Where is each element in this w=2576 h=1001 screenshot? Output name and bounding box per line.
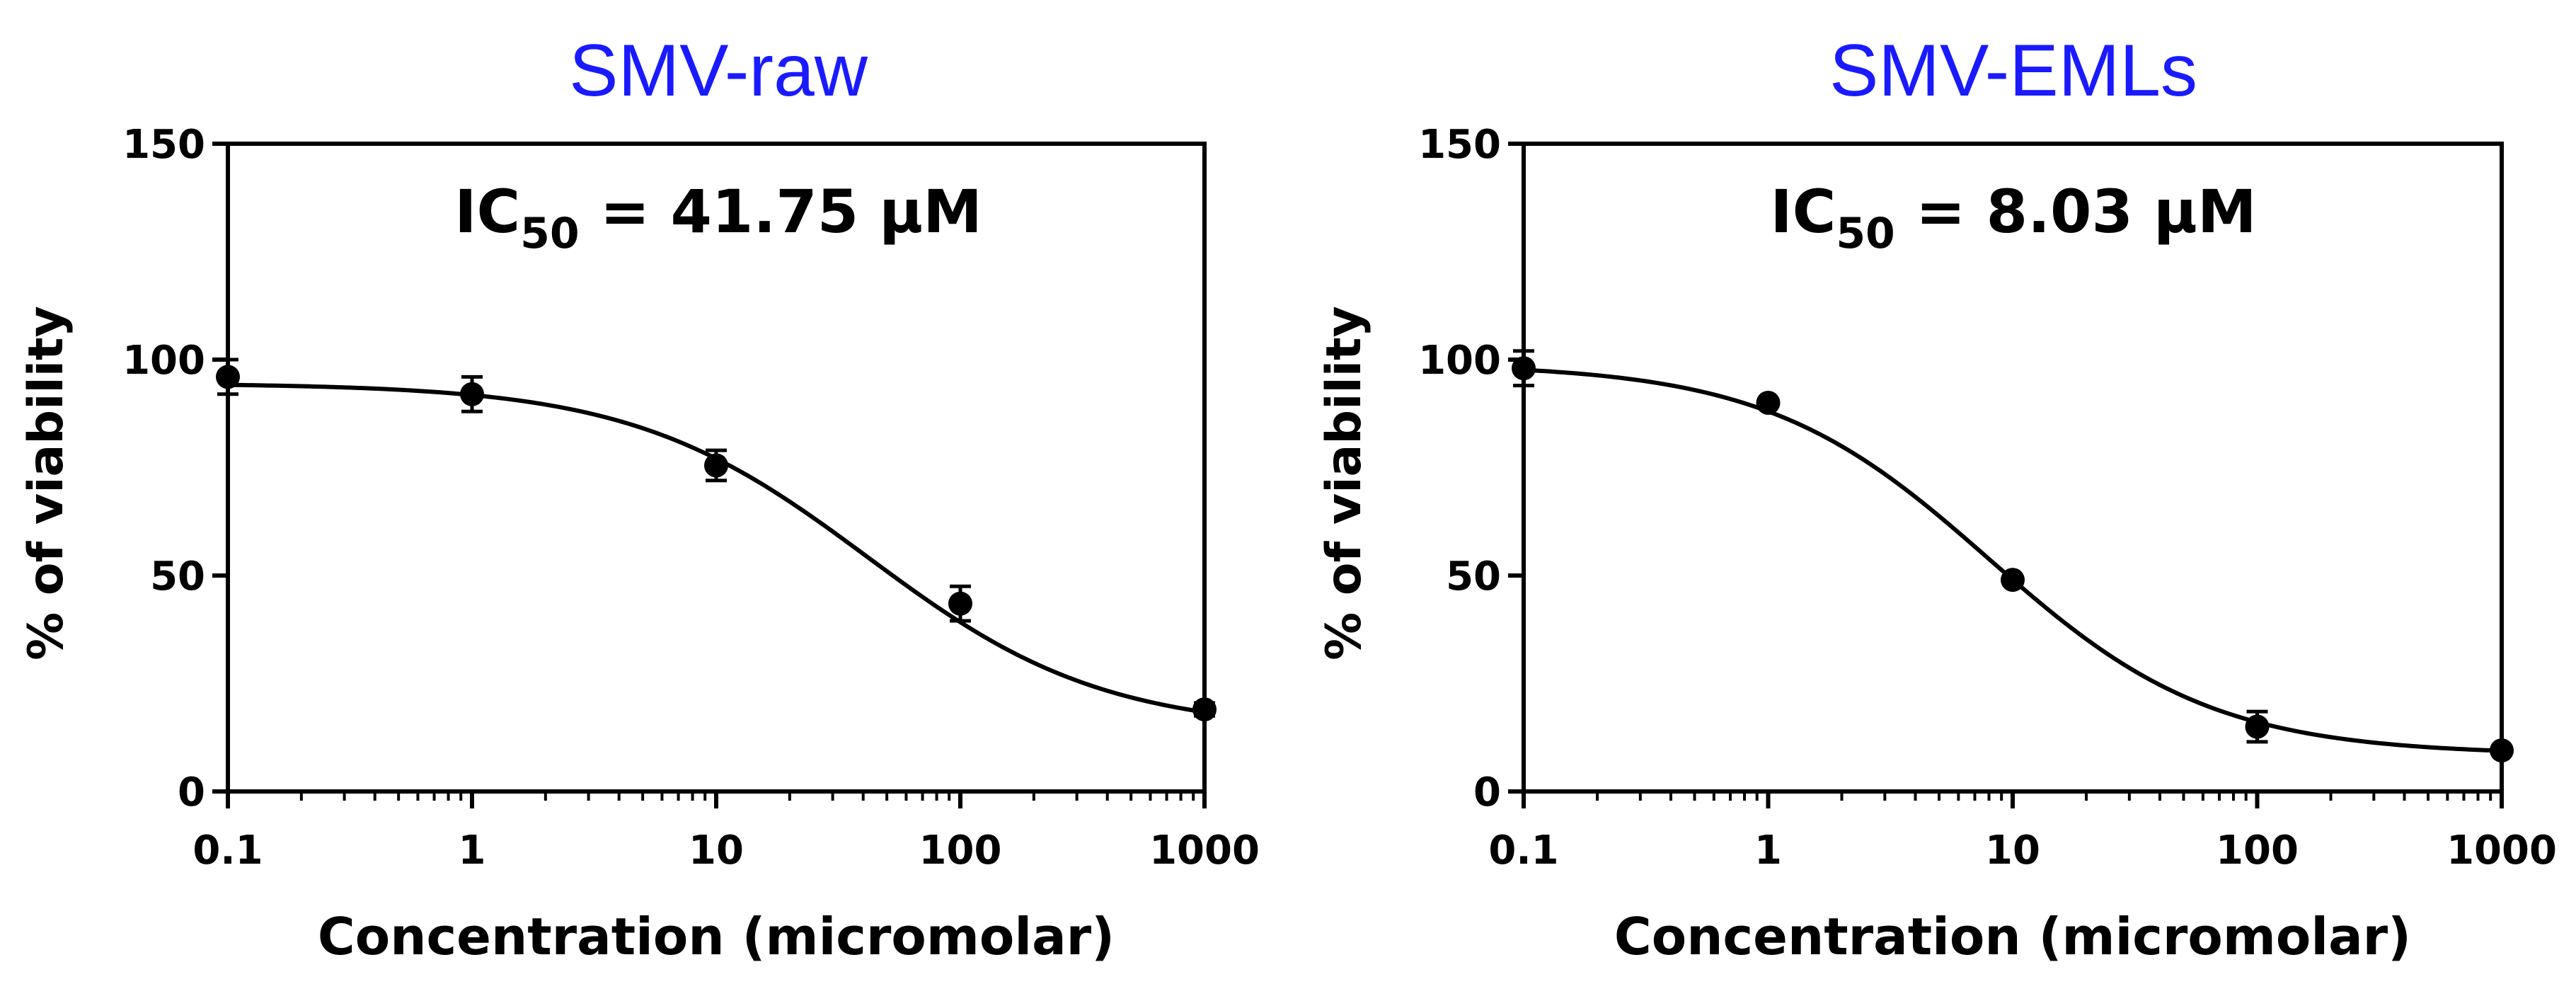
data-point — [1512, 356, 1536, 381]
fit-curve — [1523, 367, 2502, 753]
x-axis-label: Concentration (micromolar) — [1614, 907, 2411, 966]
x-tick-label: 0.1 — [192, 828, 263, 874]
x-tick-label: 10 — [1985, 828, 2040, 874]
chart-panel-2: SMV-EMLs 0 50 100 150 0.1 1 10 100 1000 Concentrat… — [1316, 30, 2557, 966]
data-point — [1756, 391, 1781, 415]
x-axis-label: Concentration (micromolar) — [318, 907, 1115, 966]
data-point — [1192, 697, 1217, 722]
y-tick-label: 150 — [1418, 122, 1501, 168]
chart-title: SMV-raw — [569, 30, 868, 112]
ic50-subscript: 50 — [520, 209, 580, 258]
ic50-value: = 41.75 μM — [580, 177, 982, 246]
data-point — [460, 382, 484, 406]
ic50-annotation: IC50 = 8.03 μM — [1770, 177, 2256, 258]
fit-curve — [227, 382, 1205, 714]
x-tick-label: 1 — [1754, 828, 1782, 874]
x-tick-label: 100 — [919, 828, 1002, 874]
ic50-prefix: IC — [454, 177, 520, 246]
data-point — [2001, 568, 2025, 593]
y-tick-label: 0 — [178, 770, 205, 816]
y-tick-label: 100 — [122, 338, 205, 384]
x-tick-label: 1000 — [1149, 828, 1260, 874]
x-tick-label: 1 — [459, 828, 486, 874]
y-tick-label: 150 — [122, 122, 205, 168]
y-tick-label: 0 — [1473, 770, 1501, 816]
y-axis-label: % of viability — [18, 306, 74, 660]
x-tick-label: 100 — [2216, 828, 2299, 874]
x-tick-label: 10 — [689, 828, 744, 874]
y-tick-label: 50 — [1446, 554, 1501, 600]
data-point — [2490, 738, 2514, 763]
ic50-prefix: IC — [1770, 177, 1836, 246]
y-axis-label: % of viability — [1316, 306, 1372, 660]
ic50-annotation: IC50 = 41.75 μM — [454, 177, 982, 258]
data-point — [216, 365, 240, 389]
data-point — [948, 591, 972, 616]
x-tick-label: 0.1 — [1488, 828, 1558, 874]
ic50-value: = 8.03 μM — [1895, 177, 2257, 246]
y-tick-label: 50 — [150, 554, 205, 600]
x-tick-label: 1000 — [2446, 828, 2557, 874]
y-tick-label: 100 — [1418, 338, 1501, 384]
chart-panel-1: SMV-raw 0 50 100 150 0.1 1 10 100 1000 Concentrati… — [18, 30, 1260, 966]
data-point — [704, 453, 728, 478]
data-point — [2245, 714, 2270, 739]
ic50-subscript: 50 — [1836, 209, 1895, 258]
chart-title: SMV-EMLs — [1829, 30, 2197, 112]
